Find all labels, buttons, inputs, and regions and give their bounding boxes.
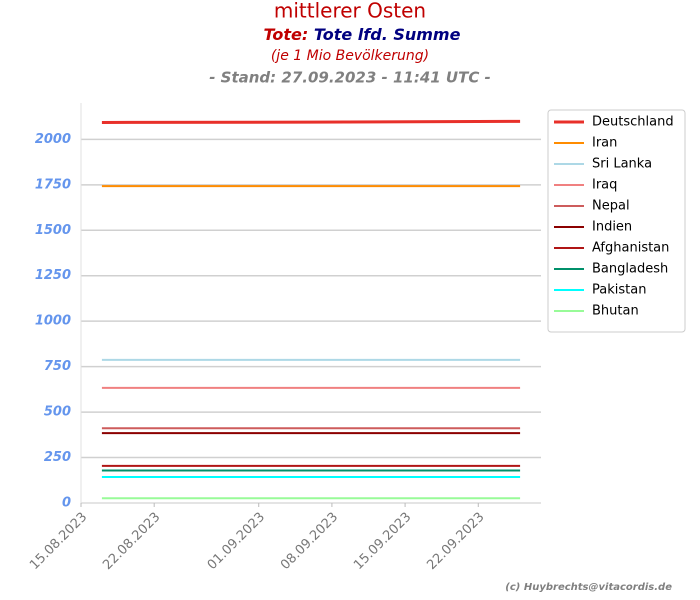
y-tick-label: 0 [62,496,71,511]
line [101,119,521,124]
x-tick-label: 15.08.2023 [27,510,90,573]
subtitle-line: Tote: Tote lfd. Summe [264,25,461,44]
y-tick-label: 1750 [35,177,71,192]
stand: - Stand: 27.09.2023 - 11:41 UTC - [209,69,491,87]
legend-label: Pakistan [592,283,646,298]
subtitle-label: Tote: [264,25,309,44]
y-tick-label: 1500 [35,223,71,238]
y-tick-label: 750 [44,359,71,374]
legend-box [547,109,686,333]
x-tick-label: 01.09.2023 [205,510,268,573]
legend-label: Deutschland [592,115,674,130]
note: (je 1 Mio Bevölkerung) [271,48,429,64]
x-tick-label: 22.08.2023 [100,510,163,573]
credit: (c) Huybrechts@vitacordis.de [505,582,672,593]
legend-label: Bhutan [592,304,639,319]
x-tick-label: 08.09.2023 [278,510,341,573]
x-tick-label: 15.09.2023 [351,510,414,573]
y-tick-label: 1000 [35,314,71,329]
legend-label: Iraq [592,178,617,193]
x-tick-label: 22.09.2023 [424,510,487,573]
legend-label: Sri Lanka [592,157,652,172]
legend-label: Afghanistan [592,241,669,256]
legend-label: Nepal [592,199,630,214]
legend-label: Indien [592,220,632,235]
subtitle: Tote lfd. Summe [314,25,461,44]
legend-label: Iran [592,136,617,151]
y-tick-label: 500 [44,405,71,420]
chart-title: mittlerer Osten [274,0,426,23]
y-tick-label: 250 [44,450,71,465]
legend-label: Bangladesh [592,262,668,277]
y-tick-label: 2000 [35,132,71,147]
y-tick-label: 1250 [35,268,71,283]
